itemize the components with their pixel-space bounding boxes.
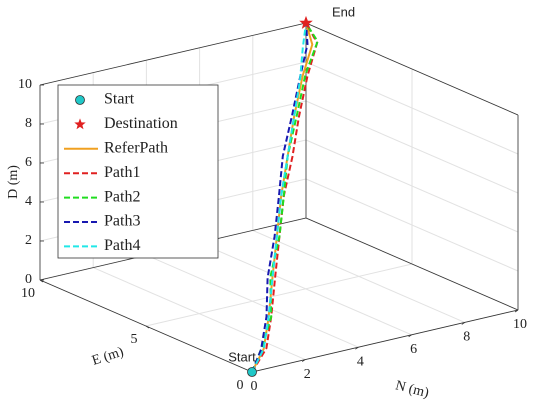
- path-line: [251, 22, 319, 373]
- x-tick: [355, 346, 359, 350]
- legend-label: Start: [104, 91, 135, 108]
- path-line: [251, 22, 314, 373]
- y-tick-label: 0: [237, 378, 244, 393]
- annotation: Start: [228, 349, 256, 364]
- z-tick-label: 6: [25, 155, 32, 170]
- z-axis-label: D (m): [6, 165, 21, 199]
- box-edge: [39, 22, 307, 86]
- path-line: [251, 22, 319, 373]
- legend-label: Destination: [104, 115, 178, 132]
- legend-label: Path4: [104, 237, 140, 254]
- legend: Start Destination ReferPath Path1 Path2 Path3…: [57, 84, 219, 259]
- y-axis-label: E (m): [90, 345, 126, 369]
- grid-line: [305, 139, 519, 233]
- x-tick: [461, 322, 466, 325]
- x-tick-label: 4: [357, 354, 364, 369]
- legend-label: Path1: [104, 164, 140, 181]
- legend-marker: [74, 118, 86, 130]
- z-tick-label: 4: [25, 194, 32, 209]
- grid-line: [305, 61, 519, 155]
- z-tick-label: 10: [18, 77, 32, 92]
- z-tick-label: 0: [25, 272, 32, 287]
- x-tick: [514, 309, 519, 313]
- y-tick-label: 10: [21, 286, 35, 301]
- box-edge: [305, 217, 519, 311]
- x-tick-label: 10: [513, 317, 527, 332]
- legend-marker: [75, 95, 85, 105]
- legend-label: Path2: [104, 188, 140, 205]
- box-edge: [305, 22, 519, 116]
- legend-box: [57, 84, 219, 259]
- x-axis-label: N (m): [394, 378, 431, 401]
- x-tick-label: 6: [410, 342, 417, 357]
- legend-label: Path3: [104, 213, 140, 230]
- x-tick: [408, 334, 412, 338]
- z-tick-label: 8: [25, 116, 32, 131]
- grid-line: [145, 263, 413, 327]
- x-tick-label: 2: [304, 367, 311, 382]
- path-line: [251, 22, 309, 373]
- x-tick: [301, 359, 306, 362]
- z-tick-label: 2: [25, 233, 32, 248]
- path-line: [251, 22, 307, 373]
- y-tick-label: 5: [131, 332, 138, 347]
- grid-line: [305, 178, 519, 272]
- x-tick-label: 0: [251, 379, 258, 394]
- legend-label: ReferPath: [104, 139, 168, 156]
- box-edge: [251, 309, 519, 373]
- annotation: End: [332, 4, 355, 19]
- start-marker: [247, 367, 257, 377]
- y-tick: [145, 325, 150, 329]
- x-tick-label: 8: [463, 330, 470, 345]
- destination-marker: [299, 15, 313, 29]
- grid-line: [305, 100, 519, 194]
